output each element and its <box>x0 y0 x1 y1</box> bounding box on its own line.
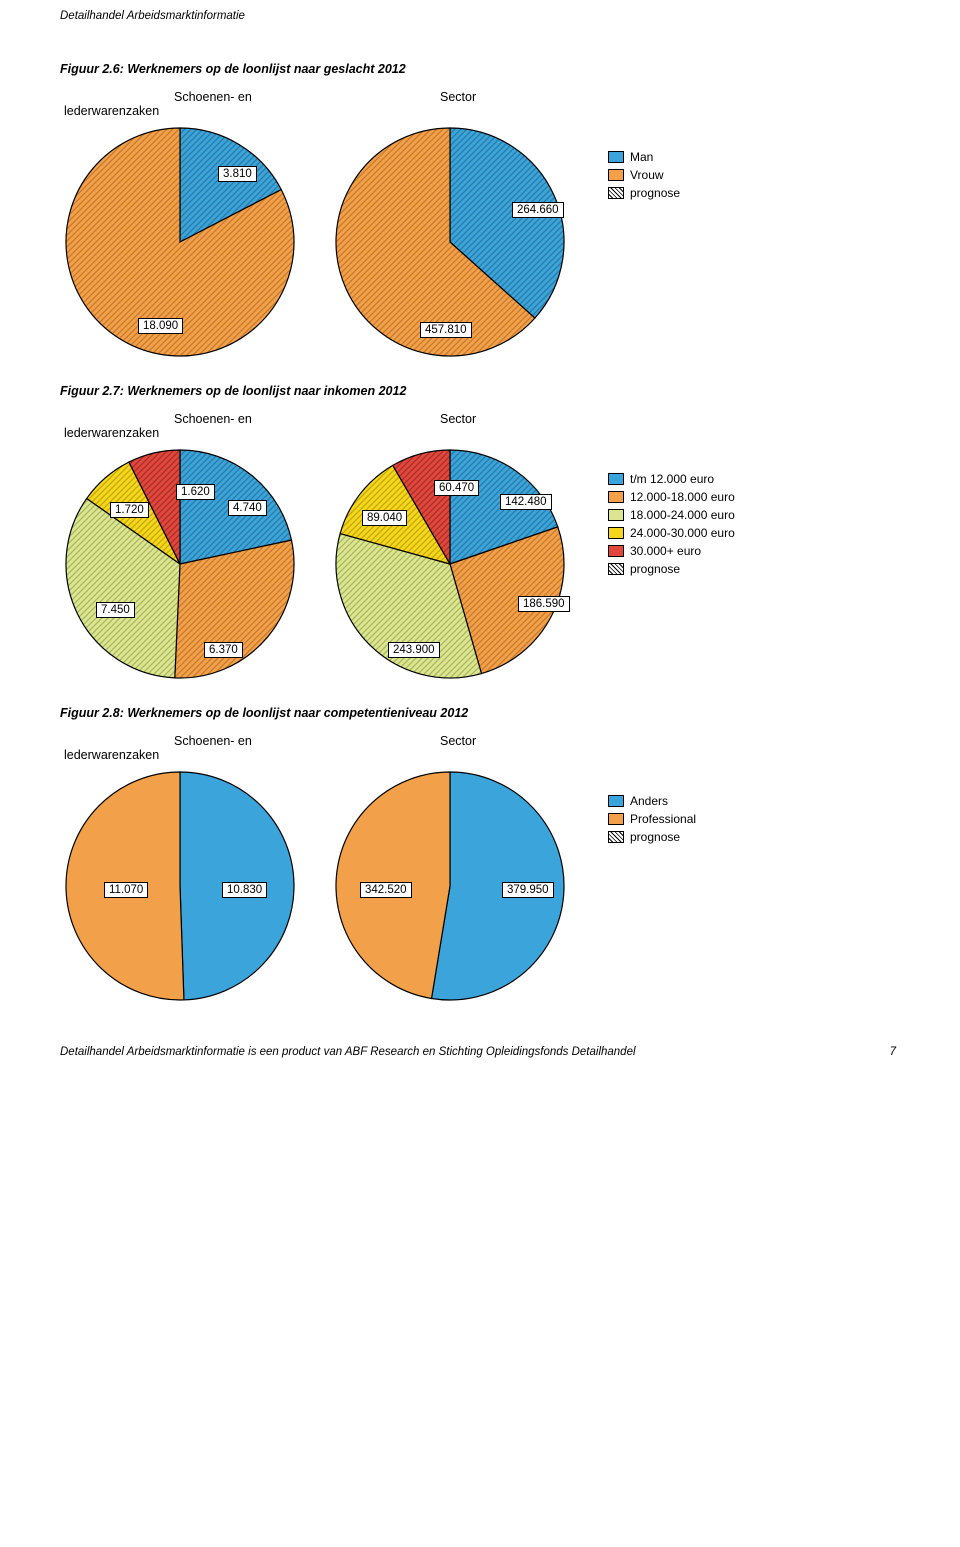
legend-item: 24.000-30.000 euro <box>608 526 735 540</box>
legend-item: Vrouw <box>608 168 680 182</box>
pie-chart: 264.660 457.810 <box>330 122 600 362</box>
column-headers: Schoenen- enlederwarenzakenSector <box>60 90 900 118</box>
legend-swatch <box>608 169 624 181</box>
chart-legend: Anders Professional prognose <box>600 766 696 848</box>
pie-value-label: 243.900 <box>388 642 440 658</box>
page-number: 7 <box>890 1046 896 1058</box>
legend-item: 18.000-24.000 euro <box>608 508 735 522</box>
column-headers: Schoenen- enlederwarenzakenSector <box>60 734 900 762</box>
legend-label: 12.000-18.000 euro <box>630 490 735 504</box>
pie-value-label: 1.620 <box>176 484 215 500</box>
column-headers: Schoenen- enlederwarenzakenSector <box>60 412 900 440</box>
footer-text: Detailhandel Arbeidsmarktinformatie is e… <box>60 1046 636 1058</box>
figure-title: Figuur 2.6: Werknemers op de loonlijst n… <box>60 62 900 76</box>
column-header-left: Schoenen- enlederwarenzaken <box>60 90 330 118</box>
legend-item: 30.000+ euro <box>608 544 735 558</box>
column-header-left: Schoenen- enlederwarenzaken <box>60 412 330 440</box>
pie-value-label: 10.830 <box>222 882 267 898</box>
pie-chart: 142.480 186.590 243.900 89.040 60.470 <box>330 444 600 684</box>
legend-label: prognose <box>630 186 680 200</box>
legend-label: prognose <box>630 830 680 844</box>
figure-title: Figuur 2.8: Werknemers op de loonlijst n… <box>60 706 900 720</box>
pie-value-label: 11.070 <box>104 882 148 898</box>
legend-item: t/m 12.000 euro <box>608 472 735 486</box>
column-header-right: Sector <box>330 90 620 118</box>
legend-label: Professional <box>630 812 696 826</box>
legend-swatch <box>608 545 624 557</box>
legend-swatch-prognose <box>608 563 624 575</box>
chart-row: 10.830 11.070 379.950 342.520 Anders Profess… <box>60 766 900 1006</box>
chart-row: 3.810 18.090 264.660 457.810 Man Vrouw progno… <box>60 122 900 362</box>
legend-swatch <box>608 151 624 163</box>
legend-item: Man <box>608 150 680 164</box>
legend-swatch <box>608 813 624 825</box>
pie-value-label: 186.590 <box>518 596 570 612</box>
chart-legend: t/m 12.000 euro 12.000-18.000 euro 18.000-… <box>600 444 735 580</box>
legend-label: prognose <box>630 562 680 576</box>
document-page: Detailhandel Arbeidsmarktinformatie Figu… <box>0 0 960 1078</box>
column-header-left: Schoenen- enlederwarenzaken <box>60 734 330 762</box>
pie-value-label: 89.040 <box>362 510 407 526</box>
legend-label: Vrouw <box>630 168 664 182</box>
legend-item: Professional <box>608 812 696 826</box>
legend-swatch <box>608 491 624 503</box>
pie-value-label: 457.810 <box>420 322 472 338</box>
legend-label: 18.000-24.000 euro <box>630 508 735 522</box>
pie-chart: 379.950 342.520 <box>330 766 600 1006</box>
figure-section: Figuur 2.7: Werknemers op de loonlijst n… <box>60 384 900 684</box>
pie-value-label: 4.740 <box>228 500 267 516</box>
pie-value-label: 7.450 <box>96 602 135 618</box>
pie-value-label: 60.470 <box>434 480 479 496</box>
legend-swatch <box>608 527 624 539</box>
figure-section: Figuur 2.6: Werknemers op de loonlijst n… <box>60 62 900 362</box>
legend-item: prognose <box>608 830 696 844</box>
chart-legend: Man Vrouw prognose <box>600 122 680 204</box>
page-header: Detailhandel Arbeidsmarktinformatie <box>60 10 900 22</box>
legend-item: Anders <box>608 794 696 808</box>
legend-label: Anders <box>630 794 668 808</box>
legend-label: 24.000-30.000 euro <box>630 526 735 540</box>
column-header-right: Sector <box>330 734 620 762</box>
legend-label: Man <box>630 150 653 164</box>
legend-swatch <box>608 509 624 521</box>
figure-section: Figuur 2.8: Werknemers op de loonlijst n… <box>60 706 900 1006</box>
legend-item: 12.000-18.000 euro <box>608 490 735 504</box>
pie-value-label: 1.720 <box>110 502 149 518</box>
pie-value-label: 3.810 <box>218 166 257 182</box>
legend-label: t/m 12.000 euro <box>630 472 714 486</box>
legend-swatch <box>608 473 624 485</box>
pie-value-label: 142.480 <box>500 494 552 510</box>
pie-value-label: 342.520 <box>360 882 412 898</box>
legend-swatch <box>608 795 624 807</box>
legend-swatch-prognose <box>608 187 624 199</box>
pie-value-label: 379.950 <box>502 882 554 898</box>
column-header-right: Sector <box>330 412 620 440</box>
pie-value-label: 264.660 <box>512 202 564 218</box>
legend-item: prognose <box>608 186 680 200</box>
figure-title: Figuur 2.7: Werknemers op de loonlijst n… <box>60 384 900 398</box>
legend-swatch-prognose <box>608 831 624 843</box>
chart-row: 4.740 6.370 7.450 1.720 1.620 142.480 186.590… <box>60 444 900 684</box>
pie-value-label: 6.370 <box>204 642 243 658</box>
pie-chart: 3.810 18.090 <box>60 122 330 362</box>
legend-item: prognose <box>608 562 735 576</box>
pie-chart: 10.830 11.070 <box>60 766 330 1006</box>
legend-label: 30.000+ euro <box>630 544 701 558</box>
pie-chart: 4.740 6.370 7.450 1.720 1.620 <box>60 444 330 684</box>
page-footer: Detailhandel Arbeidsmarktinformatie is e… <box>60 1046 900 1058</box>
pie-value-label: 18.090 <box>138 318 183 334</box>
